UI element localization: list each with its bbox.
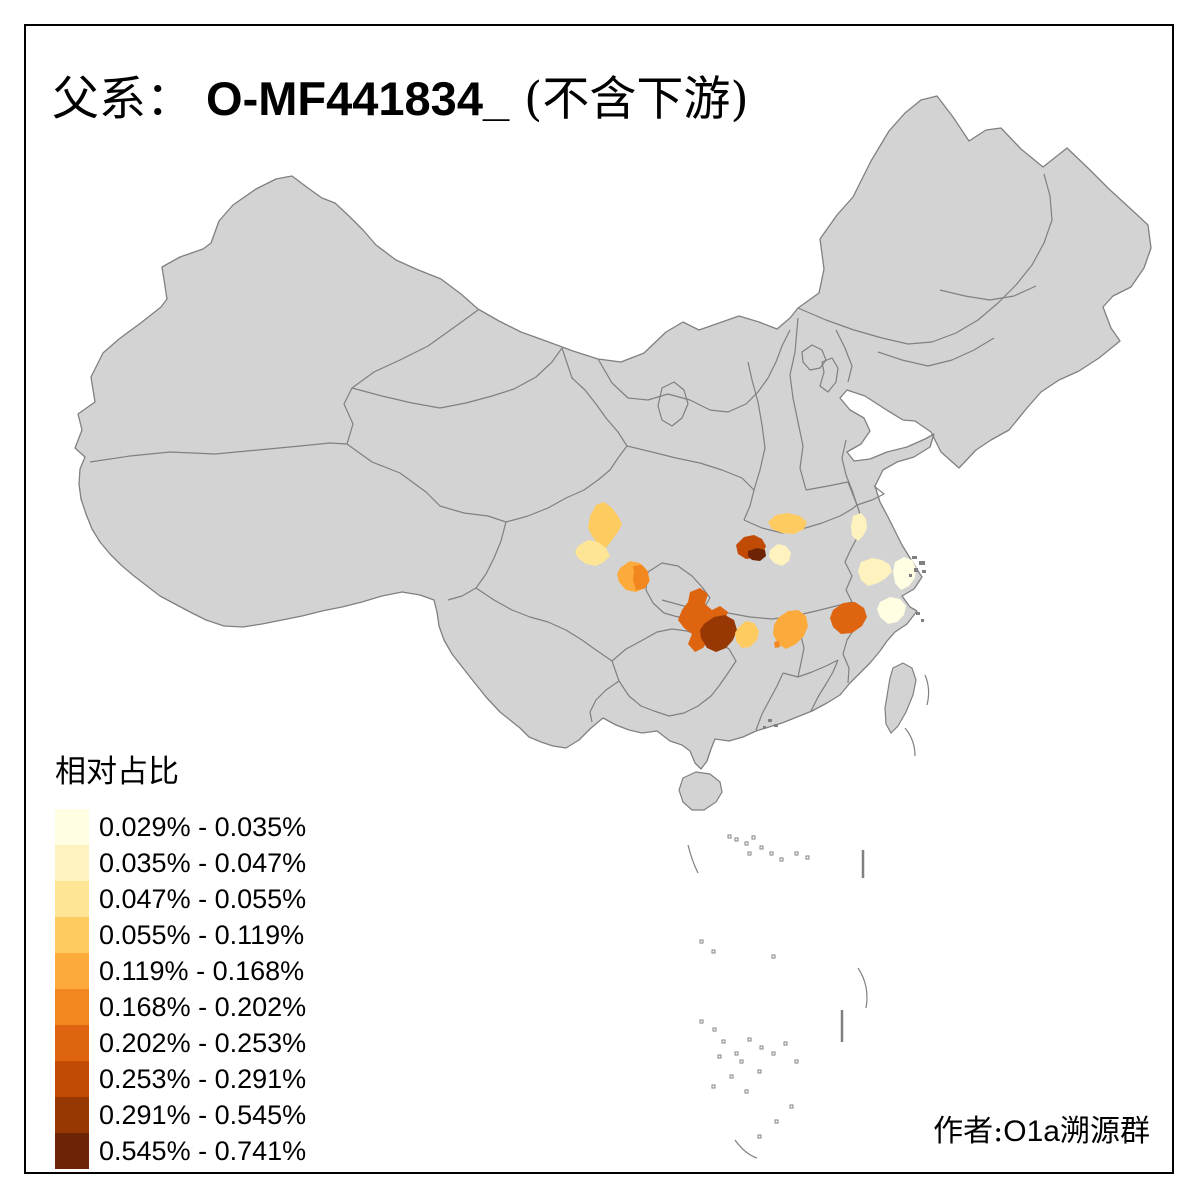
region-south-jiangsu	[858, 558, 892, 586]
sea-islet-dots	[699, 834, 810, 1139]
legend-label-bin1: 0.029% - 0.035%	[99, 811, 307, 842]
legend-row: 0.035% - 0.047%	[55, 845, 306, 881]
region-northeast-hunan-small	[774, 641, 780, 648]
title-haplogroup-code: O-MF441834_	[193, 72, 510, 125]
legend-row: 0.055% - 0.119%	[55, 917, 306, 953]
region-shanghai-area	[893, 557, 916, 590]
legend-row: 0.047% - 0.055%	[55, 881, 306, 917]
author-credit: 作者:O1a溯源群	[933, 1106, 1150, 1150]
region-east-sichuan-city	[633, 565, 649, 590]
legend-label-bin9: 0.291% - 0.545%	[99, 1099, 307, 1130]
legend-swatch-bin7	[55, 1025, 89, 1061]
page-title: 父系： O-MF441834_ (不含下游)	[52, 60, 749, 129]
legend-swatch-bin4	[55, 917, 89, 953]
legend-swatch-bin1	[55, 809, 89, 845]
legend: 相对占比 0.029% - 0.035% 0.035% - 0.047% 0.0…	[55, 746, 306, 1169]
region-north-anhui	[851, 513, 867, 541]
region-south-henan	[768, 513, 807, 534]
author-latin: O1a	[1003, 1115, 1060, 1148]
legend-row: 0.202% - 0.253%	[55, 1025, 306, 1061]
title-prefix: 父系：	[52, 72, 193, 127]
region-chongqing-southeast	[678, 588, 728, 652]
legend-label-bin10: 0.545% - 0.741%	[99, 1135, 307, 1166]
legend-row: 0.291% - 0.545%	[55, 1097, 306, 1133]
region-northeast-hunan	[773, 610, 808, 649]
hainan-island	[678, 771, 723, 811]
legend-row: 0.029% - 0.035%	[55, 809, 306, 845]
legend-swatch-bin8	[55, 1061, 89, 1097]
legend-label-bin6: 0.168% - 0.202%	[99, 991, 307, 1022]
china-mainland	[74, 95, 1152, 770]
legend-row: 0.119% - 0.168%	[55, 953, 306, 989]
coastal-islets	[763, 556, 926, 729]
legend-row: 0.545% - 0.741%	[55, 1133, 306, 1169]
region-east-hubei	[769, 544, 791, 566]
legend-swatch-bin6	[55, 989, 89, 1025]
region-northeast-jiangxi	[830, 602, 867, 634]
colored-regions	[575, 502, 916, 652]
legend-label-bin2: 0.035% - 0.047%	[99, 847, 307, 878]
legend-rows: 0.029% - 0.035% 0.035% - 0.047% 0.047% -…	[55, 809, 306, 1169]
legend-label-bin4: 0.055% - 0.119%	[99, 919, 305, 950]
legend-row: 0.253% - 0.291%	[55, 1061, 306, 1097]
legend-label-bin8: 0.253% - 0.291%	[99, 1063, 307, 1094]
legend-label-bin7: 0.202% - 0.253%	[99, 1027, 307, 1058]
legend-swatch-bin3	[55, 881, 89, 917]
author-suffix: 溯源群	[1060, 1114, 1150, 1149]
region-central-hunan	[735, 621, 759, 648]
legend-swatch-bin2	[55, 845, 89, 881]
legend-swatch-bin9	[55, 1097, 89, 1133]
region-central-hubei-dark	[748, 548, 766, 561]
legend-swatch-bin10	[55, 1133, 89, 1169]
region-west-hunan-dark	[700, 615, 737, 652]
legend-row: 0.168% - 0.202%	[55, 989, 306, 1025]
plot-frame	[24, 24, 1174, 1174]
legend-label-bin3: 0.047% - 0.055%	[99, 883, 307, 914]
region-north-sichuan	[588, 502, 622, 548]
title-suffix: (不含下游)	[509, 72, 749, 127]
author-prefix: 作者:	[933, 1114, 1004, 1149]
legend-label-bin5: 0.119% - 0.168%	[99, 955, 305, 986]
region-west-sichuan	[575, 540, 610, 566]
legend-title: 相对占比	[55, 754, 179, 790]
region-north-zhejiang	[877, 597, 906, 624]
legend-swatch-bin5	[55, 953, 89, 989]
taiwan-island	[884, 662, 917, 734]
sea-islands	[687, 674, 930, 1159]
